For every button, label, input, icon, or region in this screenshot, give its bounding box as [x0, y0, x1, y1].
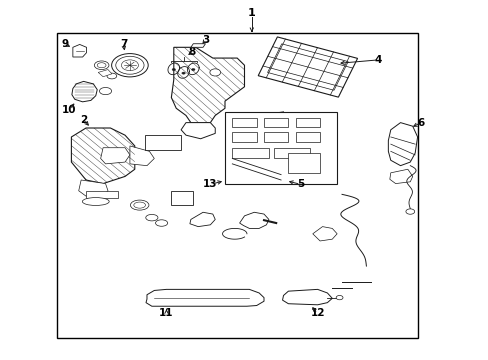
- Text: 10: 10: [61, 105, 76, 115]
- Polygon shape: [171, 47, 244, 123]
- Bar: [171, 192, 193, 205]
- Polygon shape: [189, 212, 215, 226]
- Ellipse shape: [191, 68, 195, 71]
- Bar: [232, 132, 256, 142]
- Ellipse shape: [111, 54, 148, 77]
- Ellipse shape: [94, 61, 109, 69]
- Text: 12: 12: [310, 309, 324, 318]
- Polygon shape: [258, 37, 357, 97]
- Ellipse shape: [97, 63, 106, 68]
- Bar: [273, 148, 310, 158]
- Polygon shape: [312, 226, 336, 241]
- Text: 5: 5: [296, 179, 304, 189]
- Bar: [295, 118, 320, 127]
- Text: 8: 8: [188, 46, 196, 57]
- Bar: [232, 118, 256, 127]
- Bar: [295, 132, 320, 142]
- Ellipse shape: [116, 56, 144, 74]
- Text: 4: 4: [374, 55, 382, 65]
- Polygon shape: [190, 44, 205, 47]
- Bar: [57, 33, 417, 338]
- Ellipse shape: [405, 209, 414, 214]
- Text: 13: 13: [203, 179, 217, 189]
- Bar: [232, 148, 268, 158]
- Text: 11: 11: [159, 309, 173, 318]
- Polygon shape: [101, 148, 130, 164]
- Bar: [288, 153, 320, 173]
- Polygon shape: [282, 289, 331, 305]
- Polygon shape: [71, 128, 135, 184]
- Ellipse shape: [145, 215, 158, 221]
- Polygon shape: [130, 146, 154, 166]
- Ellipse shape: [121, 60, 138, 71]
- Polygon shape: [146, 289, 264, 306]
- Text: 7: 7: [120, 40, 127, 49]
- Polygon shape: [72, 81, 97, 102]
- Bar: [224, 112, 336, 184]
- Ellipse shape: [99, 87, 111, 95]
- Bar: [264, 132, 288, 142]
- Bar: [264, 118, 288, 127]
- Text: 9: 9: [62, 40, 69, 49]
- Polygon shape: [239, 212, 268, 228]
- Polygon shape: [73, 44, 86, 57]
- Ellipse shape: [107, 73, 117, 79]
- Polygon shape: [389, 169, 412, 184]
- Polygon shape: [181, 123, 215, 139]
- Ellipse shape: [172, 68, 175, 71]
- Bar: [86, 191, 118, 198]
- Text: 2: 2: [80, 115, 87, 125]
- Ellipse shape: [182, 72, 185, 74]
- Ellipse shape: [130, 200, 149, 210]
- Text: 6: 6: [417, 118, 424, 128]
- Ellipse shape: [134, 202, 145, 208]
- Ellipse shape: [209, 69, 220, 76]
- Text: 1: 1: [247, 8, 255, 18]
- Bar: [144, 135, 181, 149]
- Polygon shape: [79, 180, 108, 196]
- Polygon shape: [98, 69, 112, 77]
- Text: 3: 3: [202, 35, 209, 45]
- Ellipse shape: [82, 198, 109, 206]
- Ellipse shape: [155, 220, 167, 226]
- Ellipse shape: [335, 296, 342, 300]
- Polygon shape: [387, 123, 417, 166]
